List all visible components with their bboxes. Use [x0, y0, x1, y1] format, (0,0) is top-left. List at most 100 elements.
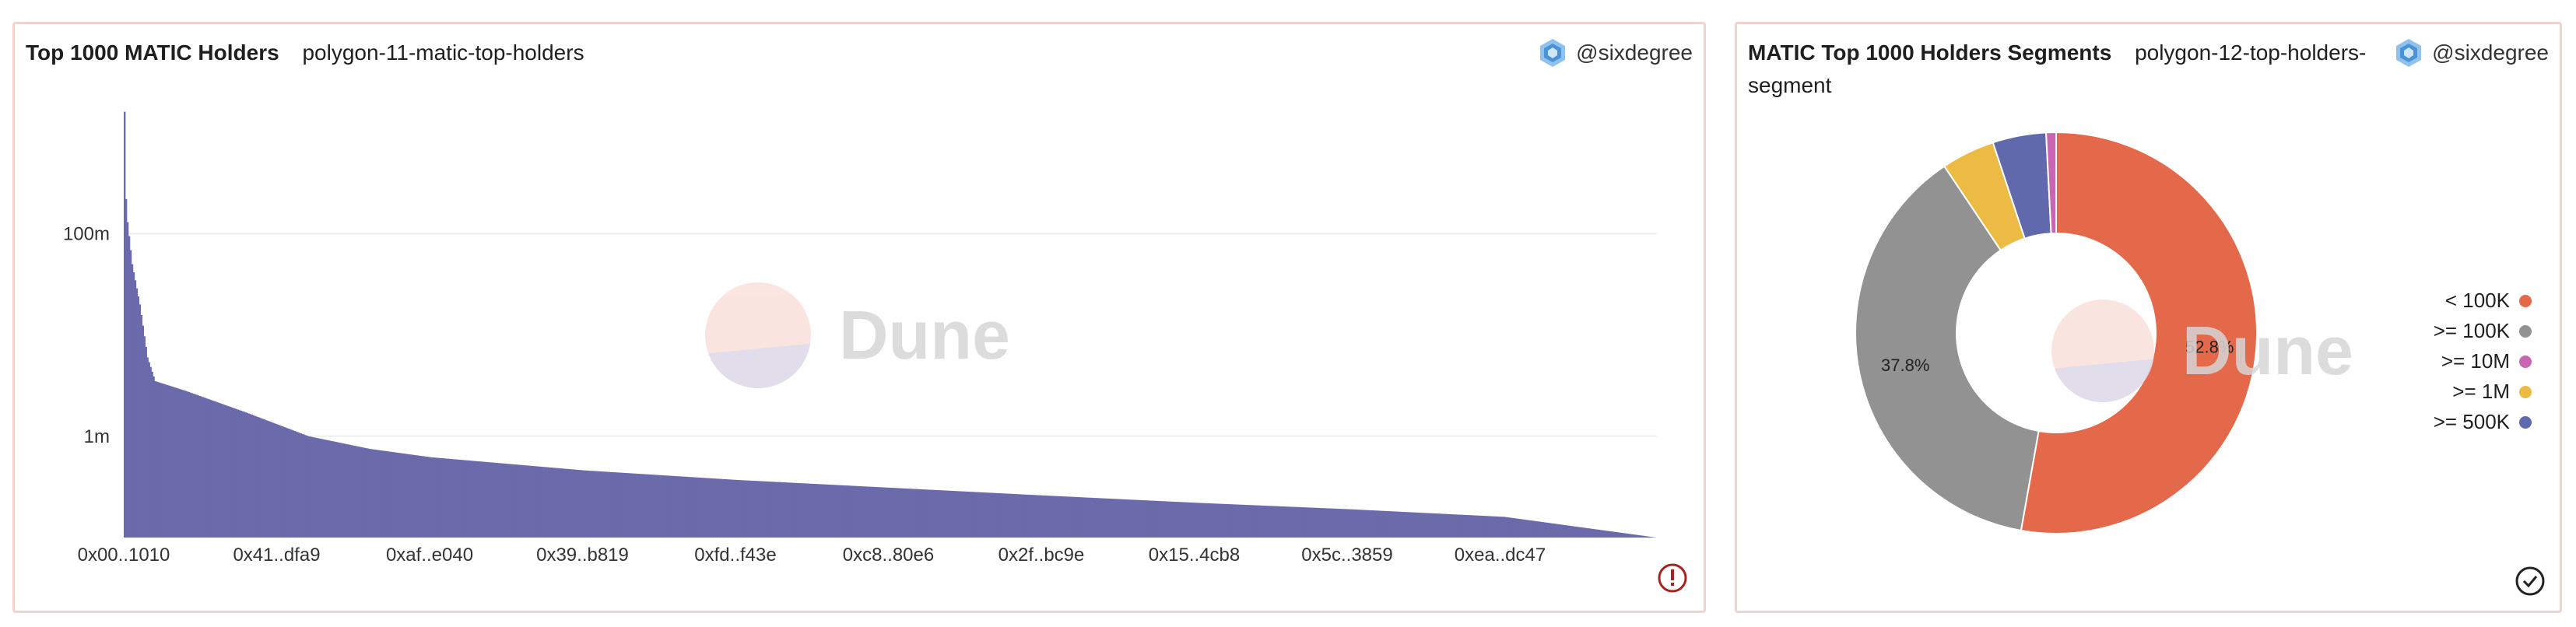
bar[interactable] [401, 453, 403, 538]
bar[interactable] [135, 288, 139, 538]
bar[interactable] [826, 484, 828, 538]
bar[interactable] [559, 468, 561, 538]
bar[interactable] [741, 480, 744, 538]
bar[interactable] [341, 443, 344, 538]
bar[interactable] [698, 477, 701, 538]
bar[interactable] [1506, 517, 1509, 538]
bar[interactable] [419, 455, 422, 538]
bar[interactable] [1525, 520, 1527, 538]
bar[interactable] [1207, 503, 1210, 538]
bar[interactable] [1031, 495, 1034, 538]
bar[interactable] [809, 483, 811, 538]
bar[interactable] [300, 433, 302, 538]
bar[interactable] [1362, 510, 1365, 538]
bar[interactable] [528, 465, 531, 538]
bar[interactable] [1298, 506, 1300, 538]
bar[interactable] [194, 394, 196, 538]
bar[interactable] [1517, 518, 1520, 538]
bar[interactable] [1612, 531, 1615, 538]
bar[interactable] [1586, 527, 1588, 538]
bar[interactable] [202, 397, 204, 538]
bar[interactable] [548, 467, 551, 538]
bar[interactable] [1434, 513, 1437, 538]
bar[interactable] [298, 433, 300, 538]
bar[interactable] [1156, 500, 1160, 538]
bar[interactable] [614, 472, 616, 538]
bar[interactable] [350, 445, 353, 538]
bar[interactable] [429, 457, 431, 538]
bar[interactable] [1532, 520, 1535, 538]
bar[interactable] [1564, 525, 1567, 538]
bar[interactable] [576, 469, 578, 538]
bar[interactable] [1316, 507, 1319, 538]
bar[interactable] [416, 455, 419, 538]
bar[interactable] [781, 482, 784, 538]
bar[interactable] [786, 482, 788, 538]
bar[interactable] [1385, 510, 1388, 538]
bar[interactable] [1402, 512, 1405, 538]
bar[interactable] [1581, 527, 1584, 538]
bar[interactable] [974, 492, 977, 538]
bar[interactable] [1287, 506, 1290, 538]
bar[interactable] [1414, 512, 1417, 538]
bar[interactable] [216, 401, 218, 538]
bar[interactable] [456, 459, 458, 538]
bar[interactable] [1626, 533, 1628, 538]
bar[interactable] [493, 462, 496, 538]
bar[interactable] [1347, 509, 1349, 538]
bar[interactable] [514, 464, 517, 538]
bar[interactable] [735, 479, 738, 538]
bar[interactable] [283, 426, 286, 538]
legend-item[interactable]: >= 10M [2434, 346, 2532, 377]
bar[interactable] [1215, 503, 1218, 538]
bar[interactable] [1262, 505, 1265, 538]
bar[interactable] [326, 440, 328, 538]
bar[interactable] [1221, 503, 1223, 538]
bar[interactable] [1104, 498, 1107, 538]
bar[interactable] [545, 467, 548, 538]
bar[interactable] [560, 468, 563, 538]
bar[interactable] [532, 465, 534, 538]
bar[interactable] [439, 457, 442, 538]
bar[interactable] [465, 460, 468, 538]
bar[interactable] [734, 479, 736, 538]
bar[interactable] [938, 490, 940, 538]
bar[interactable] [1265, 506, 1269, 538]
bar[interactable] [872, 486, 874, 538]
bar[interactable] [1482, 516, 1484, 538]
bar[interactable] [1336, 508, 1339, 538]
bar[interactable] [1630, 534, 1633, 538]
bar[interactable] [497, 463, 500, 538]
bar[interactable] [1371, 510, 1374, 538]
bar[interactable] [220, 403, 223, 538]
bar[interactable] [511, 464, 514, 538]
bar[interactable] [1186, 502, 1188, 538]
bar[interactable] [1150, 500, 1153, 538]
bar[interactable] [679, 476, 681, 538]
bar[interactable] [1472, 515, 1475, 538]
bar[interactable] [1476, 515, 1478, 538]
bar[interactable] [247, 413, 250, 538]
bar[interactable] [1258, 505, 1261, 538]
bar[interactable] [676, 476, 678, 538]
bar[interactable] [1253, 505, 1256, 538]
bar[interactable] [633, 473, 635, 538]
bar[interactable] [513, 464, 515, 538]
bar[interactable] [738, 480, 741, 538]
bar[interactable] [654, 475, 656, 538]
bar[interactable] [1569, 525, 1572, 538]
bar[interactable] [277, 424, 279, 538]
bar[interactable] [1363, 510, 1367, 538]
bar[interactable] [1419, 513, 1422, 538]
bar[interactable] [1406, 512, 1409, 538]
bar[interactable] [1048, 496, 1051, 538]
bar[interactable] [697, 477, 700, 538]
bar[interactable] [997, 492, 1000, 538]
bar[interactable] [855, 485, 858, 538]
bar[interactable] [1332, 508, 1334, 538]
bar[interactable] [746, 480, 749, 538]
bar[interactable] [496, 463, 499, 538]
bar[interactable] [770, 482, 773, 538]
bar[interactable] [1134, 499, 1136, 538]
bar[interactable] [469, 461, 471, 538]
